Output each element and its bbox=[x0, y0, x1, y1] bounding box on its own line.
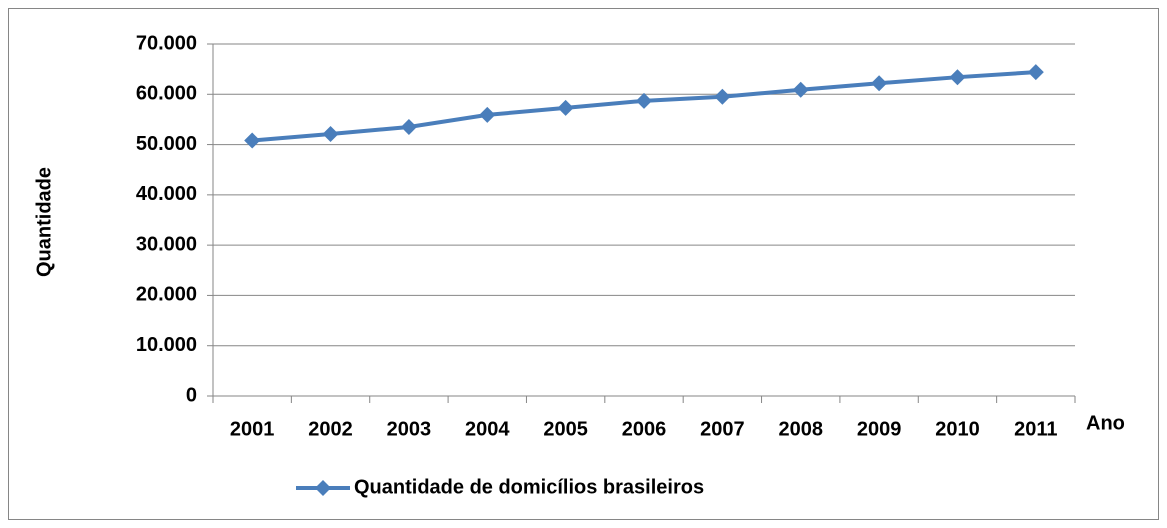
legend-marker bbox=[315, 480, 331, 496]
x-tick-label: 2007 bbox=[700, 418, 745, 440]
y-tick-label: 50.000 bbox=[136, 133, 197, 155]
data-point bbox=[949, 69, 966, 86]
data-point bbox=[322, 126, 339, 143]
x-tick-label: 2006 bbox=[622, 418, 667, 440]
x-tick-label: 2001 bbox=[230, 418, 275, 440]
x-tick-label: 2002 bbox=[308, 418, 353, 440]
data-point bbox=[636, 92, 652, 109]
data-point bbox=[557, 99, 574, 116]
x-tick-label: 2009 bbox=[857, 418, 902, 440]
y-tick-label: 0 bbox=[186, 384, 197, 406]
data-point bbox=[792, 81, 809, 98]
x-tick-label: 2004 bbox=[465, 418, 510, 440]
x-tick-label: 2010 bbox=[935, 418, 980, 440]
x-tick-label: 2011 bbox=[1014, 418, 1057, 440]
x-axis-label: Ano bbox=[1086, 412, 1125, 434]
y-tick-label: 30.000 bbox=[136, 233, 197, 255]
data-point bbox=[244, 132, 261, 149]
y-tick-label: 40.000 bbox=[136, 183, 197, 205]
chart-border bbox=[8, 8, 1159, 520]
data-point bbox=[871, 75, 888, 92]
x-tick-label: 2005 bbox=[543, 418, 588, 440]
y-tick-label: 70.000 bbox=[136, 32, 197, 54]
data-point bbox=[400, 118, 417, 135]
data-point bbox=[1027, 64, 1044, 81]
data-point bbox=[714, 88, 731, 105]
y-tick-label: 20.000 bbox=[136, 284, 197, 306]
y-axis-label: Quantidade bbox=[33, 167, 55, 277]
y-tick-label: 60.000 bbox=[136, 83, 197, 105]
data-point bbox=[479, 106, 496, 123]
legend-label: Quantidade de domicílios brasileiros bbox=[354, 476, 704, 498]
x-tick-label: 2003 bbox=[387, 418, 432, 440]
x-tick-label: 2008 bbox=[778, 418, 823, 440]
y-tick-label: 10.000 bbox=[136, 334, 197, 356]
